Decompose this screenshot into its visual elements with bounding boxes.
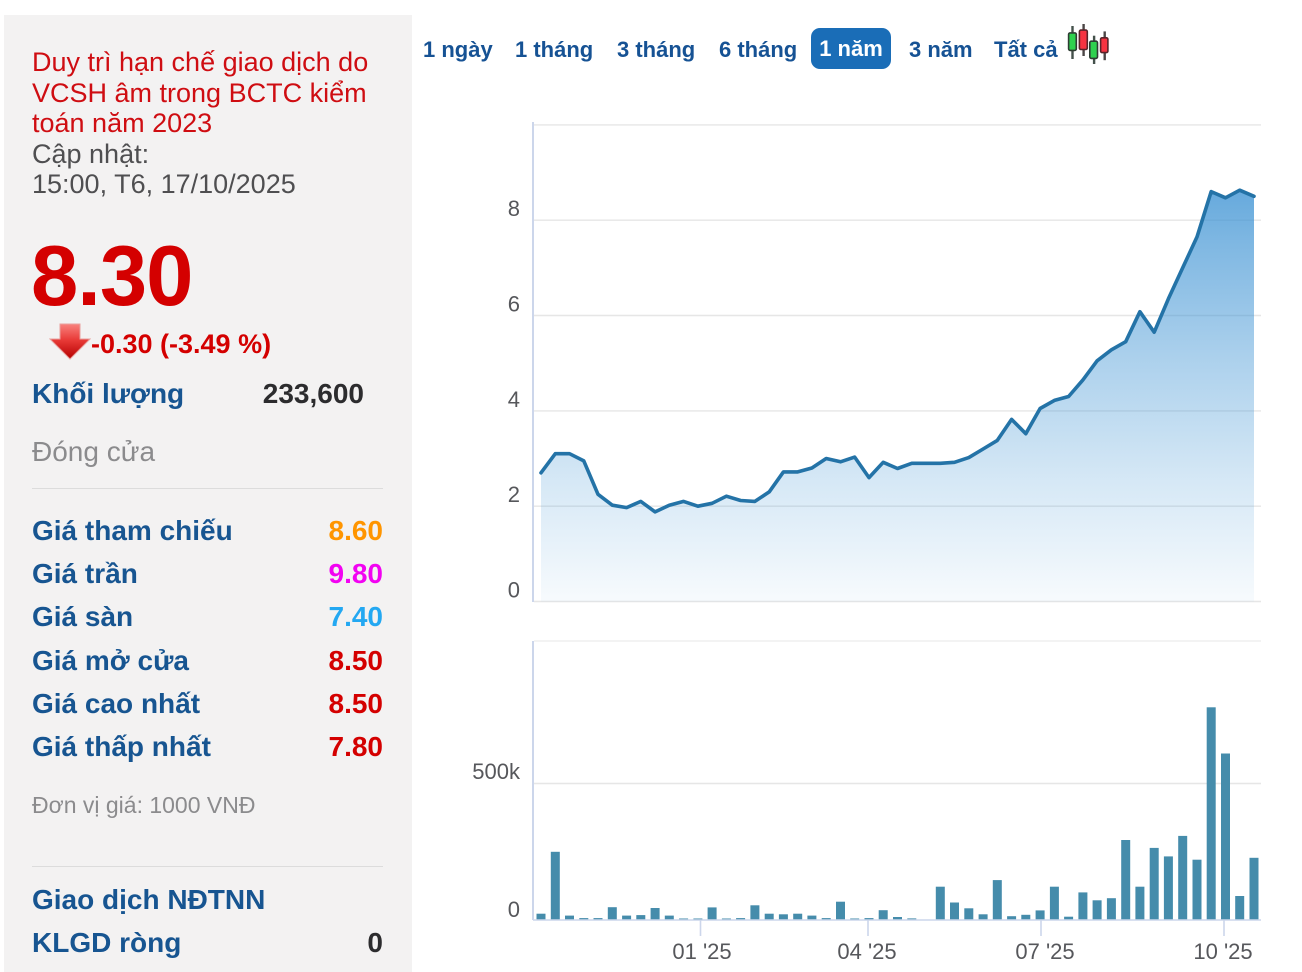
svg-text:07 '25: 07 '25 — [1015, 939, 1074, 964]
svg-text:04 '25: 04 '25 — [837, 939, 896, 964]
svg-text:0: 0 — [508, 897, 520, 922]
svg-text:10 '25: 10 '25 — [1193, 939, 1252, 964]
svg-text:500k: 500k — [472, 759, 521, 784]
svg-text:6: 6 — [508, 292, 520, 317]
svg-text:01 '25: 01 '25 — [672, 939, 731, 964]
svg-text:8: 8 — [508, 196, 520, 221]
svg-text:2: 2 — [508, 482, 520, 507]
svg-text:4: 4 — [508, 387, 520, 412]
svg-text:0: 0 — [508, 578, 520, 603]
